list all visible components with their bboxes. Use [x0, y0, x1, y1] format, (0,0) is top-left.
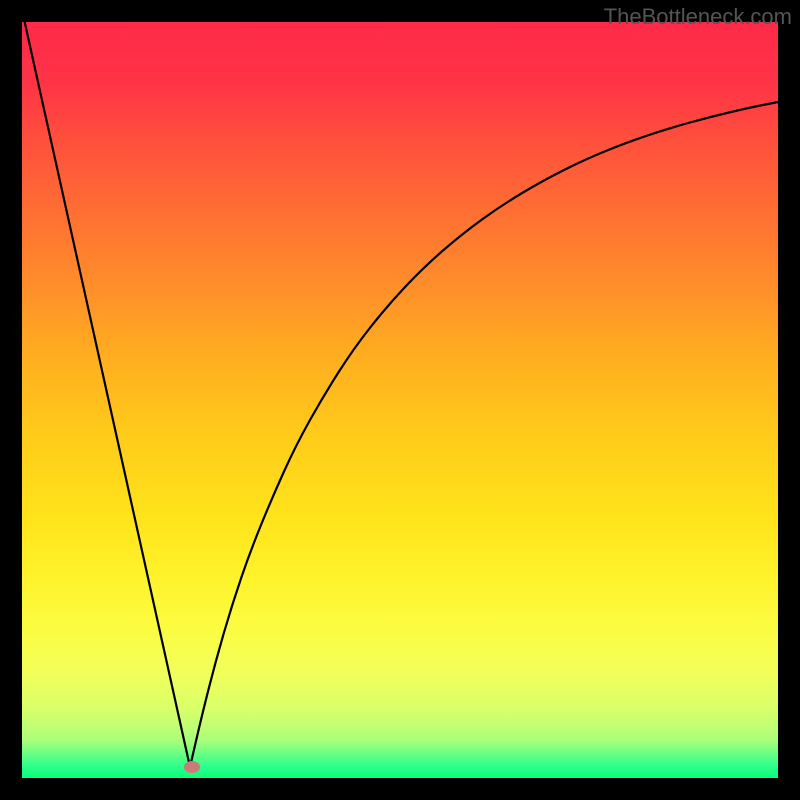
minimum-marker [184, 761, 200, 773]
bottleneck-chart: TheBottleneck.com [0, 0, 800, 800]
watermark-text: TheBottleneck.com [604, 4, 792, 30]
plot-area [22, 22, 778, 778]
chart-svg [0, 0, 800, 800]
